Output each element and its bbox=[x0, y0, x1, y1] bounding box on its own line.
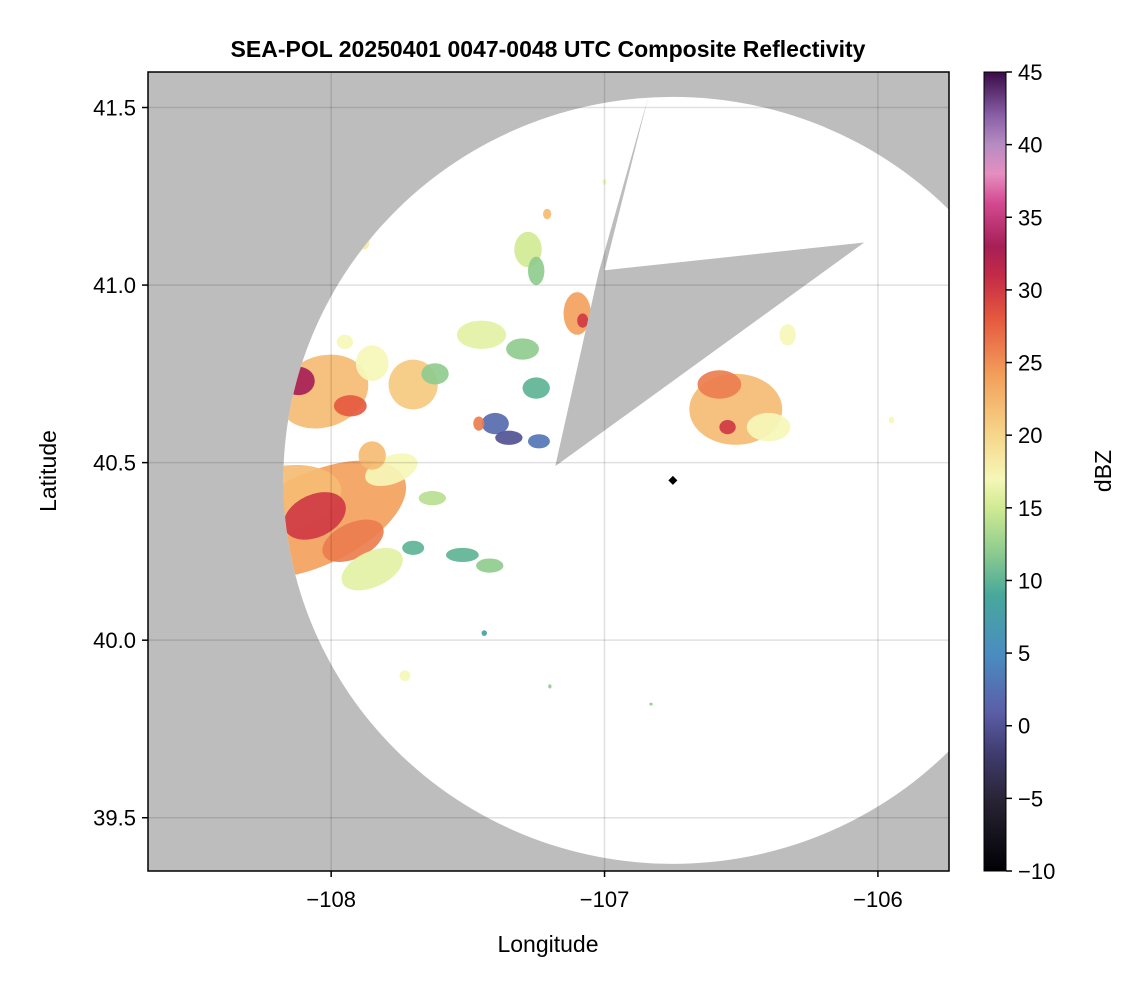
blocked-sectors bbox=[555, 96, 865, 467]
colorbar-tick-label: 15 bbox=[1018, 496, 1042, 521]
colorbar-tick-label: 35 bbox=[1018, 205, 1042, 230]
echo-cell bbox=[358, 441, 386, 470]
colorbar-tick-label: −10 bbox=[1018, 859, 1055, 884]
echo-cell bbox=[333, 395, 367, 417]
grid-lines bbox=[148, 72, 949, 871]
echo-cell bbox=[473, 416, 485, 431]
echo-cell bbox=[649, 702, 653, 706]
chart-title: SEA-POL 20250401 0047-0048 UTC Composite… bbox=[231, 36, 866, 62]
echo-cell bbox=[421, 363, 449, 385]
echo-cell bbox=[527, 434, 550, 449]
y-tick-label: 40.5 bbox=[93, 451, 136, 476]
echo-cell bbox=[506, 338, 539, 360]
echo-cell bbox=[341, 547, 403, 591]
echo-cell bbox=[418, 491, 446, 506]
colorbar-gradient bbox=[984, 72, 1006, 871]
colorbar-tick-label: −5 bbox=[1018, 786, 1043, 811]
echo-cell bbox=[445, 547, 479, 563]
echo-cell bbox=[719, 420, 736, 435]
x-axis-ticks: −108 −107 −106 bbox=[306, 871, 903, 912]
y-tick-label: 41.5 bbox=[93, 96, 136, 121]
y-tick-label: 39.5 bbox=[93, 806, 136, 831]
x-tick-label: −107 bbox=[580, 887, 630, 912]
colorbar-tick-label: 25 bbox=[1018, 351, 1042, 376]
echo-cell bbox=[481, 412, 509, 435]
x-tick-label: −106 bbox=[853, 887, 903, 912]
echo-cell bbox=[746, 412, 791, 442]
echo-cell bbox=[779, 324, 796, 346]
y-axis-label: Latitude bbox=[35, 430, 61, 512]
echo-cell bbox=[697, 370, 742, 399]
radar-site-marker bbox=[668, 475, 678, 485]
echo-cell bbox=[336, 334, 354, 349]
echo-cell bbox=[481, 630, 487, 636]
y-axis-ticks: 39.5 40.0 40.5 41.0 41.5 bbox=[93, 96, 148, 831]
echo-cell bbox=[888, 416, 895, 424]
colorbar-frame bbox=[983, 71, 1007, 872]
colorbar-tick-label: 45 bbox=[1018, 60, 1042, 85]
colorbar-ticks: −10 −5 0 5 10 15 20 25 30 35 40 45 bbox=[1006, 60, 1055, 884]
colorbar-tick-label: 0 bbox=[1018, 714, 1030, 739]
echo-cell bbox=[476, 558, 504, 573]
x-tick-label: −108 bbox=[306, 887, 356, 912]
colorbar-tick-label: 30 bbox=[1018, 278, 1042, 303]
echo-cell bbox=[602, 179, 607, 185]
echo-cell bbox=[456, 320, 507, 349]
colorbar-tick-label: 10 bbox=[1018, 568, 1042, 593]
echo-cell bbox=[522, 377, 550, 399]
echo-cell bbox=[543, 208, 552, 220]
colorbar-tick-label: 40 bbox=[1018, 133, 1042, 158]
echo-cell bbox=[527, 256, 545, 286]
plot-frame bbox=[147, 71, 950, 872]
x-axis-label: Longitude bbox=[497, 931, 598, 957]
echo-cell bbox=[283, 492, 346, 540]
echo-cell bbox=[402, 540, 425, 555]
echo-cell bbox=[548, 684, 552, 689]
echo-cell bbox=[495, 430, 523, 445]
colorbar-tick-label: 5 bbox=[1018, 641, 1030, 666]
echo-cell bbox=[399, 670, 411, 682]
echo-cell bbox=[322, 519, 384, 562]
echo-cell bbox=[355, 345, 389, 381]
y-tick-label: 40.0 bbox=[93, 628, 136, 653]
y-tick-label: 41.0 bbox=[93, 273, 136, 298]
echo-cell bbox=[577, 313, 589, 328]
colorbar-label: dBZ bbox=[1090, 450, 1116, 492]
colorbar: −10 −5 0 5 10 15 20 25 30 35 40 45 dBZ bbox=[983, 60, 1116, 884]
blocked-sector bbox=[555, 242, 865, 467]
colorbar-tick-label: 20 bbox=[1018, 423, 1042, 448]
